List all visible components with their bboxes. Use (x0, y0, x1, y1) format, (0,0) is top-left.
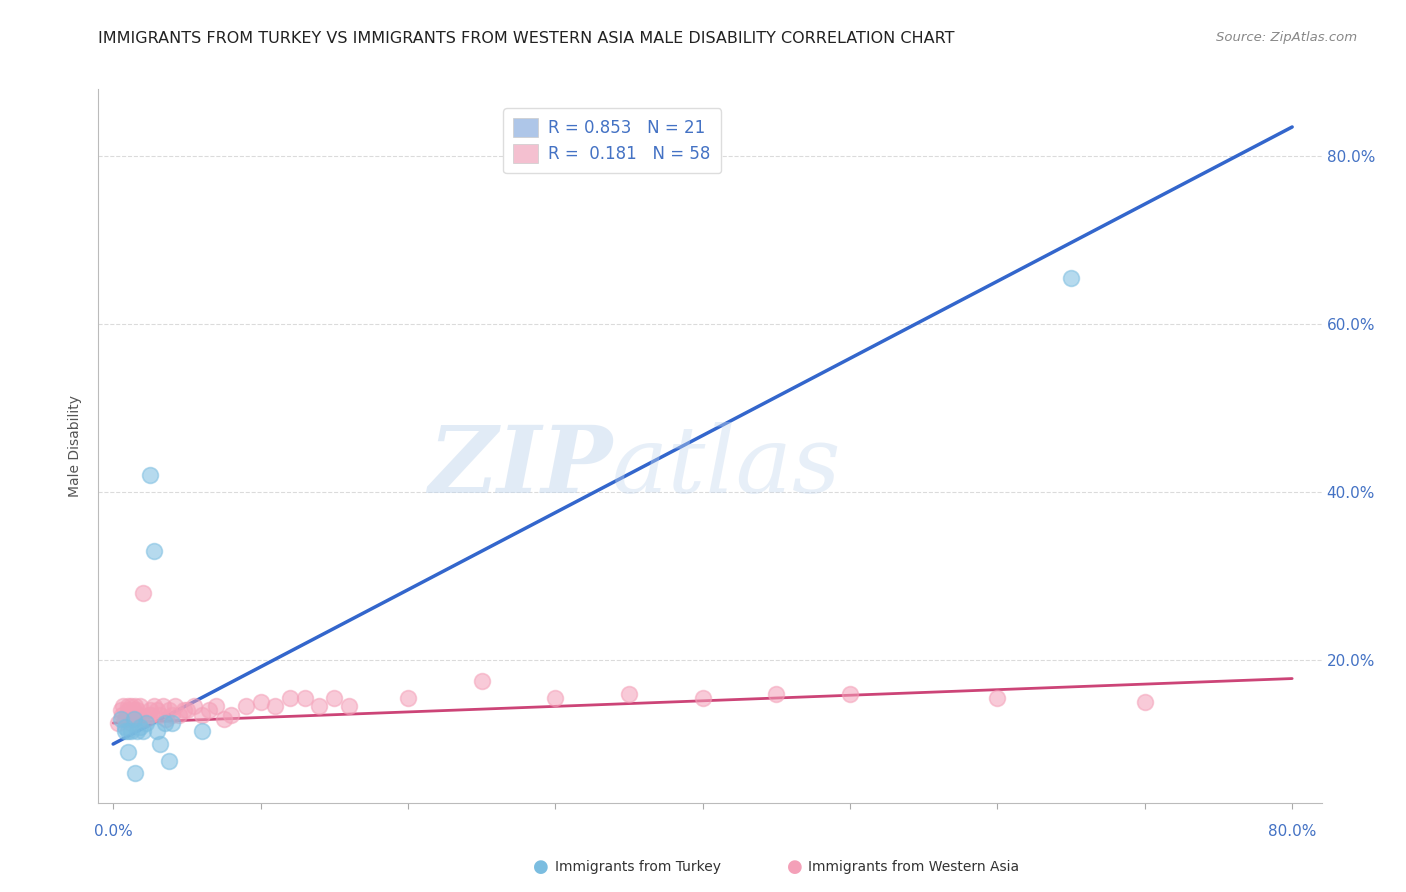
Point (128, 720, 150, 734)
Point (160, 707, 183, 722)
Point (157, 754, 180, 768)
Point (129, 712, 152, 726)
Point (149, 707, 172, 722)
Legend: R = 0.853   N = 21, R =  0.181   N = 58: R = 0.853 N = 21, R = 0.181 N = 58 (503, 108, 721, 173)
Point (125, 703, 148, 717)
Point (337, 699, 360, 714)
Point (146, 724, 169, 739)
Point (235, 699, 257, 714)
Point (111, 707, 134, 722)
Point (323, 690, 346, 705)
Point (308, 699, 330, 714)
Point (117, 703, 139, 717)
Point (114, 712, 136, 726)
Point (396, 690, 419, 705)
Point (839, 687, 862, 701)
Text: Source: ZipAtlas.com: Source: ZipAtlas.com (1216, 31, 1357, 45)
Point (141, 707, 163, 722)
Point (125, 724, 148, 739)
Point (143, 699, 166, 714)
Point (117, 746, 139, 760)
Point (138, 707, 160, 722)
Point (146, 703, 169, 717)
Text: 0.0%: 0.0% (94, 824, 132, 838)
Point (131, 586, 153, 600)
Point (120, 716, 142, 731)
Point (128, 699, 150, 714)
Point (149, 737, 172, 751)
Point (165, 699, 187, 714)
Point (122, 703, 145, 717)
Point (617, 687, 640, 701)
Text: ●: ● (786, 858, 803, 876)
Point (114, 720, 136, 734)
Point (120, 724, 142, 739)
Text: ZIP: ZIP (427, 423, 612, 512)
Point (139, 468, 162, 483)
Point (169, 707, 191, 722)
Point (155, 712, 177, 726)
Point (205, 699, 228, 714)
Point (110, 703, 132, 717)
Point (122, 712, 145, 726)
Point (135, 716, 157, 731)
Point (135, 712, 157, 726)
Point (124, 766, 146, 780)
Point (198, 703, 221, 717)
Point (544, 690, 567, 705)
Point (249, 695, 271, 709)
Point (183, 699, 205, 714)
Point (176, 703, 198, 717)
Point (294, 690, 316, 705)
Y-axis label: Male Disability: Male Disability (69, 395, 83, 497)
Point (121, 712, 143, 726)
Point (120, 699, 142, 714)
Point (190, 707, 212, 722)
Point (124, 699, 146, 714)
Point (131, 724, 153, 739)
Point (157, 703, 180, 717)
Text: atlas: atlas (612, 423, 842, 512)
Point (219, 707, 242, 722)
Text: Immigrants from Western Asia: Immigrants from Western Asia (808, 860, 1019, 874)
Point (118, 707, 141, 722)
Point (107, 716, 129, 731)
Point (986, 690, 1008, 705)
Point (110, 712, 132, 726)
Point (139, 703, 162, 717)
Point (212, 712, 235, 726)
Point (117, 699, 139, 714)
Point (173, 703, 195, 717)
Point (112, 699, 135, 714)
Text: 80.0%: 80.0% (1268, 824, 1316, 838)
Point (471, 674, 494, 689)
Point (143, 544, 166, 558)
Point (114, 724, 136, 739)
Point (264, 699, 287, 714)
Point (117, 724, 139, 739)
Point (127, 707, 149, 722)
Text: IMMIGRANTS FROM TURKEY VS IMMIGRANTS FROM WESTERN ASIA MALE DISABILITY CORRELATI: IMMIGRANTS FROM TURKEY VS IMMIGRANTS FRO… (98, 31, 955, 46)
Point (1133, 695, 1156, 709)
Point (152, 699, 174, 714)
Point (1060, 271, 1083, 285)
Point (765, 687, 787, 701)
Point (115, 712, 138, 726)
Text: Immigrants from Turkey: Immigrants from Turkey (555, 860, 721, 874)
Point (692, 690, 714, 705)
Point (278, 690, 301, 705)
Point (124, 707, 146, 722)
Point (153, 716, 176, 731)
Point (160, 716, 183, 731)
Text: ●: ● (533, 858, 550, 876)
Point (190, 724, 212, 739)
